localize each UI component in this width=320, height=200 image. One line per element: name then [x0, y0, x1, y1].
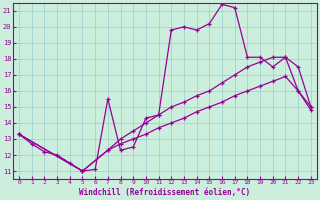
- X-axis label: Windchill (Refroidissement éolien,°C): Windchill (Refroidissement éolien,°C): [79, 188, 251, 197]
